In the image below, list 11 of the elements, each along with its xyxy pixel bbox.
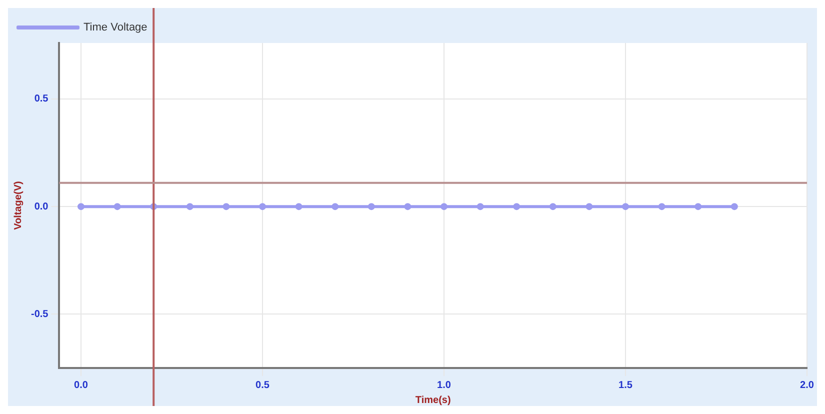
x-tick-label: 1.0 xyxy=(437,380,452,391)
x-tick-label: 2.0 xyxy=(800,380,814,391)
text: Time Voltage xyxy=(84,22,148,34)
y-axis-title: Voltage(V) xyxy=(12,181,24,230)
y-tick-label: 0.0 xyxy=(34,201,49,212)
x-tick-label: 0.0 xyxy=(74,380,88,391)
x-tick-label: 1.5 xyxy=(618,380,633,391)
x-axis-title: Time(s) xyxy=(415,394,451,406)
y-tick-label: -0.5 xyxy=(30,308,49,320)
x-tick-label: 0.5 xyxy=(256,380,270,391)
y-tick-label: 0.5 xyxy=(34,94,49,105)
